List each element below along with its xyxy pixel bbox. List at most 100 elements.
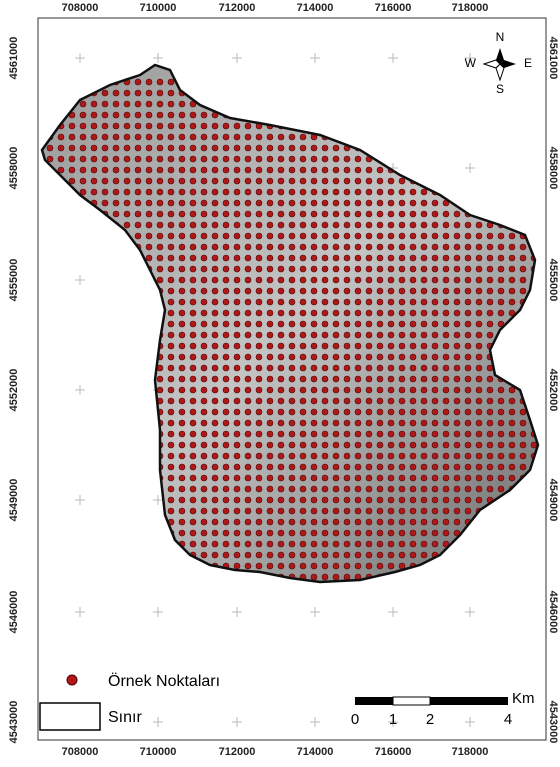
sample-point <box>80 112 86 118</box>
sample-point <box>267 189 273 195</box>
sample-point <box>201 255 207 261</box>
sample-point <box>223 233 229 239</box>
sample-point <box>212 156 218 162</box>
sample-point <box>300 519 306 525</box>
sample-point <box>311 365 317 371</box>
sample-point <box>278 310 284 316</box>
sample-point <box>476 420 482 426</box>
sample-point <box>465 343 471 349</box>
sample-point <box>267 376 273 382</box>
sample-point <box>223 343 229 349</box>
sample-point <box>410 431 416 437</box>
sample-point <box>443 486 449 492</box>
sample-point <box>322 145 328 151</box>
sample-point <box>311 266 317 272</box>
sample-point <box>311 343 317 349</box>
sample-point <box>344 387 350 393</box>
sample-point <box>388 431 394 437</box>
sample-point <box>234 530 240 536</box>
sample-point <box>223 156 229 162</box>
sample-point <box>476 486 482 492</box>
sample-point <box>278 244 284 250</box>
sample-point <box>256 442 262 448</box>
sample-point <box>421 310 427 316</box>
sample-point <box>410 453 416 459</box>
sample-point <box>69 178 75 184</box>
sample-point <box>432 354 438 360</box>
sample-point <box>366 497 372 503</box>
sample-point <box>245 222 251 228</box>
sample-point <box>300 541 306 547</box>
sample-point <box>388 387 394 393</box>
sample-point <box>190 365 196 371</box>
sample-point <box>267 508 273 514</box>
sample-point <box>377 167 383 173</box>
sample-point <box>399 398 405 404</box>
sample-point <box>487 288 493 294</box>
sample-point <box>278 475 284 481</box>
sample-point <box>146 211 152 217</box>
sample-point <box>245 178 251 184</box>
sample-point <box>454 398 460 404</box>
sample-point <box>300 332 306 338</box>
sample-point <box>135 79 141 85</box>
sample-point <box>509 431 515 437</box>
sample-point <box>278 431 284 437</box>
sample-point <box>234 222 240 228</box>
sample-point <box>289 156 295 162</box>
sample-point <box>223 178 229 184</box>
sample-point <box>377 266 383 272</box>
sample-point <box>267 332 273 338</box>
sample-point <box>179 123 185 129</box>
sample-point <box>377 552 383 558</box>
sample-point <box>157 222 163 228</box>
sample-point <box>322 277 328 283</box>
sample-point <box>366 530 372 536</box>
sample-point <box>256 200 262 206</box>
sample-point <box>289 343 295 349</box>
sample-point <box>69 123 75 129</box>
sample-point <box>190 475 196 481</box>
sample-point <box>146 101 152 107</box>
sample-point <box>179 464 185 470</box>
sample-point <box>168 431 174 437</box>
sample-point <box>278 343 284 349</box>
sample-point <box>388 475 394 481</box>
sample-point <box>421 486 427 492</box>
sample-point <box>520 464 526 470</box>
sample-point <box>91 134 97 140</box>
sample-point <box>234 200 240 206</box>
sample-point <box>179 266 185 272</box>
sample-point <box>432 387 438 393</box>
sample-point <box>234 486 240 492</box>
sample-point <box>388 365 394 371</box>
sample-point <box>256 145 262 151</box>
sample-point <box>344 200 350 206</box>
sample-point <box>190 145 196 151</box>
sample-point <box>190 211 196 217</box>
sample-point <box>344 453 350 459</box>
sample-point <box>80 156 86 162</box>
sample-point <box>102 189 108 195</box>
sample-point <box>256 486 262 492</box>
sample-point <box>234 365 240 371</box>
sample-point <box>146 222 152 228</box>
sample-point <box>179 255 185 261</box>
sample-point <box>300 420 306 426</box>
sample-point <box>113 101 119 107</box>
sample-point <box>443 244 449 250</box>
sample-point <box>135 90 141 96</box>
sample-point <box>278 563 284 569</box>
sample-point <box>454 222 460 228</box>
sample-point <box>168 123 174 129</box>
sample-point <box>333 299 339 305</box>
sample-point <box>322 431 328 437</box>
sample-point <box>443 343 449 349</box>
sample-point <box>190 453 196 459</box>
sample-point <box>223 475 229 481</box>
sample-point <box>300 497 306 503</box>
sample-point <box>465 332 471 338</box>
sample-point <box>454 387 460 393</box>
sample-point <box>344 255 350 261</box>
sample-point <box>487 321 493 327</box>
